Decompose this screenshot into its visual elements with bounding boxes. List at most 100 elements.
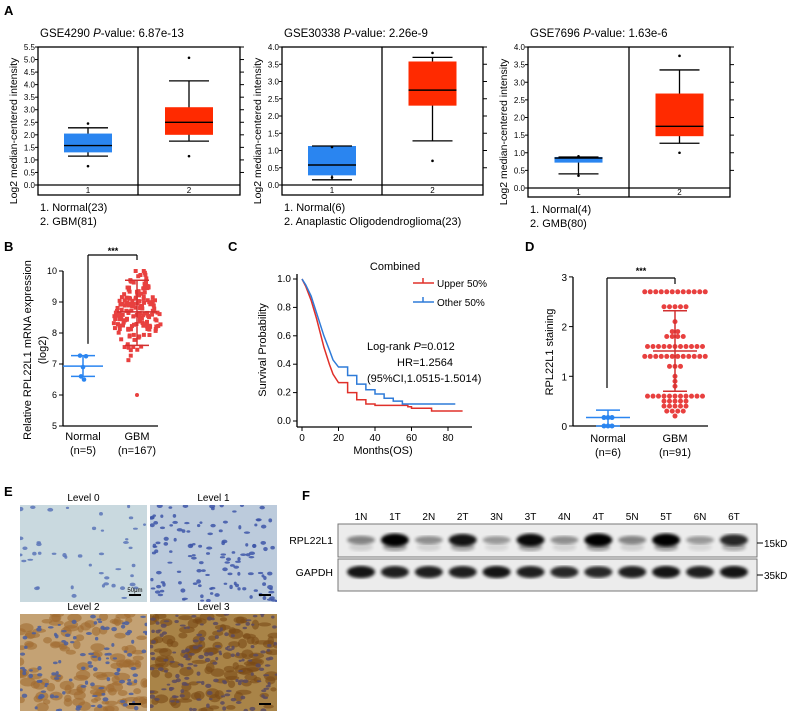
data-point (678, 403, 683, 409)
data-point (683, 393, 689, 399)
stain-blob (258, 622, 272, 627)
nucleus (245, 543, 249, 547)
nucleus (208, 697, 213, 701)
blot-row-label: GAPDH (296, 567, 333, 579)
stain-blob (232, 662, 239, 670)
data-point (683, 403, 689, 409)
stain-blob (113, 616, 121, 627)
box-normal (308, 146, 356, 176)
outlier-point (431, 51, 434, 55)
nucleus (162, 631, 167, 635)
data-point (127, 285, 132, 290)
data-point (680, 353, 686, 359)
nucleus (91, 526, 97, 531)
nucleus (133, 705, 139, 711)
nucleus (243, 531, 251, 534)
data-point (130, 298, 135, 303)
nucleus (263, 575, 267, 581)
nucleus (62, 552, 67, 558)
data-point (120, 302, 125, 307)
data-point (656, 343, 661, 349)
nucleus (191, 556, 197, 560)
nucleus (22, 546, 28, 550)
data-point (135, 347, 140, 352)
data-point (131, 344, 136, 349)
data-point (141, 286, 146, 291)
band (550, 535, 579, 545)
nucleus (196, 569, 202, 573)
size-marker-label: 35kD (764, 571, 787, 582)
nucleus (168, 506, 173, 509)
hazard-ratio: HR=1.2564 (397, 357, 453, 369)
nucleus (181, 529, 186, 533)
nucleus (260, 708, 267, 711)
nucleus (98, 571, 104, 575)
stain-blob (49, 614, 64, 618)
lane-label: 2N (422, 512, 435, 523)
nucleus (40, 690, 47, 693)
nucleus (175, 614, 179, 617)
data-point (669, 408, 675, 414)
nucleus (104, 626, 110, 631)
lane-label: 3T (525, 512, 537, 523)
nucleus (20, 506, 24, 512)
nucleus (21, 693, 28, 698)
y-tick-label: 5 (52, 421, 57, 431)
nucleus (235, 623, 241, 626)
data-point (667, 363, 672, 369)
data-point (145, 310, 150, 315)
legend-item: Other 50% (437, 298, 485, 309)
outlier-point (577, 154, 580, 158)
boxplot-GSE4290: GSE4290 P-value: 6.87e-13 0.0 0.5 1.0 1.5 2.0… (8, 28, 244, 228)
nucleus (232, 510, 237, 513)
nucleus (51, 552, 57, 555)
stain-blob (263, 704, 274, 709)
nucleus (210, 523, 216, 528)
nucleus (192, 639, 199, 643)
nucleus (245, 619, 252, 622)
nucleus (91, 655, 98, 658)
nucleus (131, 563, 136, 568)
nucleus (260, 614, 264, 618)
data-point (691, 289, 697, 295)
nucleus (188, 652, 195, 656)
nucleus (22, 671, 27, 676)
blot-strip-gapdh (337, 558, 758, 592)
data-point (667, 304, 672, 310)
data-point (669, 289, 675, 295)
data-point (133, 296, 138, 301)
data-point (683, 398, 689, 404)
nucleus (235, 701, 242, 704)
nucleus (196, 671, 201, 676)
nucleus (196, 698, 202, 701)
nucleus (201, 569, 206, 573)
data-point (656, 393, 661, 399)
nucleus (220, 695, 226, 698)
nucleus (187, 555, 193, 558)
nucleus (37, 673, 43, 677)
data-point (139, 344, 144, 349)
nucleus (101, 692, 106, 696)
data-point (136, 299, 141, 304)
y-tick-label: 1.5 (268, 129, 280, 138)
panel-label-f: F (302, 488, 310, 503)
outlier-point (86, 122, 90, 125)
stain-blob (270, 687, 277, 692)
nucleus (127, 652, 133, 657)
nucleus (27, 558, 34, 561)
outlier-point (577, 174, 580, 177)
data-point (147, 327, 152, 332)
data-point (128, 327, 133, 332)
data-point (130, 302, 135, 307)
stain-blob (263, 671, 277, 681)
nucleus (144, 631, 147, 636)
survival-curve-upper (301, 278, 463, 412)
nucleus (192, 542, 196, 546)
nucleus (97, 656, 102, 661)
data-point (131, 280, 136, 285)
data-point (702, 289, 708, 295)
nucleus (186, 666, 192, 670)
nucleus (155, 629, 161, 634)
stain-blob (94, 696, 102, 702)
x-tick-label: 60 (406, 433, 418, 444)
